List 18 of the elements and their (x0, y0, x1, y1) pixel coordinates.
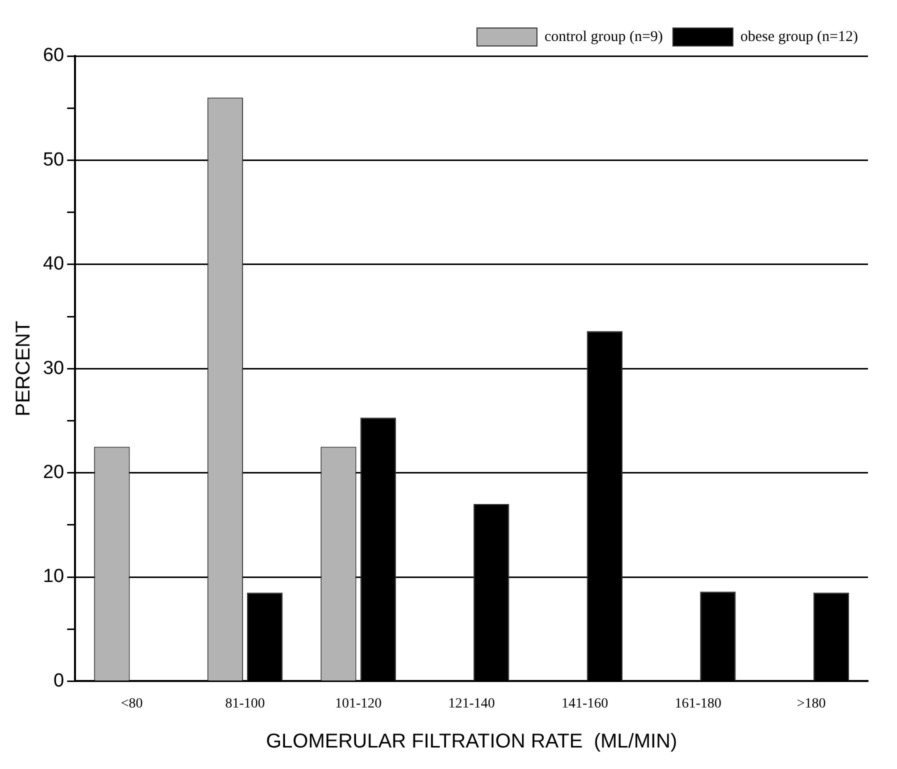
x-tick-label: 101-120 (334, 696, 382, 712)
y-tick-label: 50 (42, 149, 64, 170)
y-tick-label: 60 (42, 45, 64, 66)
legend-label: control group (n=9) (544, 28, 663, 45)
y-tick-label: 40 (42, 254, 64, 275)
legend-label: obese group (n=12) (740, 28, 858, 45)
y-axis-title: PERCENT (12, 320, 35, 416)
x-tick-label: <80 (120, 696, 143, 712)
x-tick-label: 141-160 (562, 696, 608, 712)
y-tick-label: 10 (42, 566, 64, 588)
x-tick-label: 81-100 (225, 696, 265, 712)
x-tick-label: >180 (796, 696, 826, 712)
y-tick-label: 0 (54, 670, 64, 692)
x-axis-title: GLOMERULAR FILTRATION RATE (ML/MIN) (266, 730, 678, 753)
y-tick-label: 20 (42, 462, 64, 484)
x-tick-label: 121-140 (448, 696, 495, 712)
y-tick-label: 30 (42, 358, 64, 379)
x-tick-label: 161-180 (674, 696, 722, 712)
